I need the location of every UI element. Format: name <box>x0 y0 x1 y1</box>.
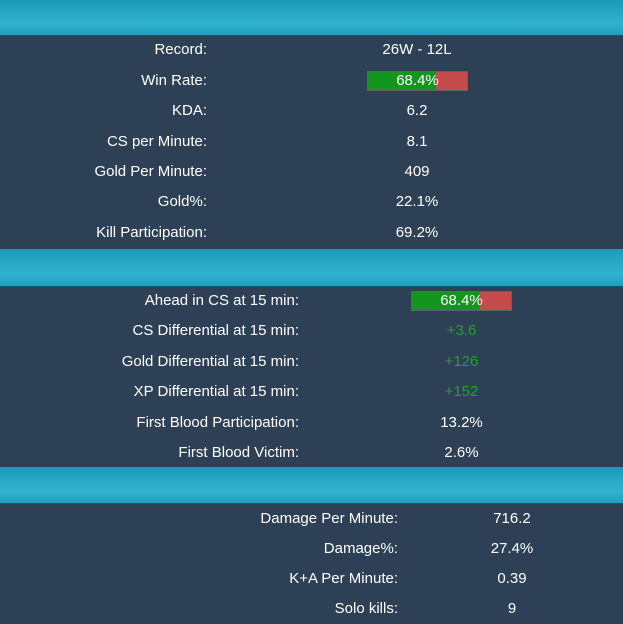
stat-row-record: Record: 26W - 12L <box>0 35 623 65</box>
ahead-in-cs-bar-fill <box>412 292 480 310</box>
stat-value-first-blood-participation: 13.2% <box>440 414 483 431</box>
stat-label-cs-differential: CS Differential at 15 min: <box>132 322 299 339</box>
stat-row-cs-differential: CS Differential at 15 min: +3.6 <box>0 316 623 346</box>
stat-row-kill-participation: Kill Participation: 69.2% <box>0 218 623 248</box>
stat-row-xp-differential: XP Differential at 15 min: +152 <box>0 377 623 407</box>
section-header-band-3 <box>0 467 623 504</box>
section-header-band-1 <box>0 0 623 36</box>
stat-row-damage-per-minute: Damage Per Minute: 716.2 <box>0 504 623 534</box>
stat-row-ahead-in-cs: Ahead in CS at 15 min: 68.4% <box>0 286 623 316</box>
stat-label-damage-percent: Damage%: <box>323 540 398 557</box>
stat-value-solo-kills: 9 <box>507 600 517 617</box>
stat-row-gold-differential: Gold Differential at 15 min: +126 <box>0 347 623 377</box>
stat-value-first-blood-victim: 2.6% <box>444 444 479 461</box>
stat-row-kda: KDA: 6.2 <box>0 96 623 126</box>
stat-value-gold-differential: +126 <box>444 353 479 370</box>
stat-label-kill-participation: Kill Participation: <box>96 224 207 241</box>
stat-row-ka-per-minute: K+A Per Minute: 0.39 <box>0 564 623 594</box>
stat-row-solo-kills: Solo kills: 9 <box>0 594 623 624</box>
stat-label-gold-differential: Gold Differential at 15 min: <box>121 353 299 370</box>
stat-value-win-rate: 68.4% <box>396 72 439 89</box>
stat-row-first-blood-participation: First Blood Participation: 13.2% <box>0 408 623 438</box>
stat-label-gold-percent: Gold%: <box>157 193 207 210</box>
stat-value-cs-per-minute: 8.1 <box>406 133 428 150</box>
stat-row-first-blood-victim: First Blood Victim: 2.6% <box>0 438 623 468</box>
stat-label-first-blood-victim: First Blood Victim: <box>178 444 299 461</box>
stat-label-cs-per-minute: CS per Minute: <box>106 133 207 150</box>
section-header-band-2 <box>0 249 623 287</box>
stat-value-xp-differential: +152 <box>444 383 479 400</box>
stat-label-ka-per-minute: K+A Per Minute: <box>289 570 398 587</box>
stat-label-ahead-in-cs: Ahead in CS at 15 min: <box>144 292 299 309</box>
stat-value-ahead-in-cs: 68.4% <box>440 292 483 309</box>
stat-value-gold-per-minute: 409 <box>404 163 430 180</box>
stat-row-gold-per-minute: Gold Per Minute: 409 <box>0 157 623 187</box>
win-rate-bar-fill <box>368 72 436 90</box>
stat-label-solo-kills: Solo kills: <box>334 600 398 617</box>
stat-label-damage-per-minute: Damage Per Minute: <box>260 510 398 527</box>
stat-label-win-rate: Win Rate: <box>141 72 207 89</box>
stat-value-damage-percent: 27.4% <box>490 540 534 557</box>
stat-value-damage-per-minute: 716.2 <box>493 510 531 527</box>
win-rate-bar: 68.4% <box>367 71 468 91</box>
stat-row-cs-per-minute: CS per Minute: 8.1 <box>0 127 623 157</box>
stat-value-kda: 6.2 <box>406 102 428 119</box>
stat-row-gold-percent: Gold%: 22.1% <box>0 187 623 217</box>
stat-value-ka-per-minute: 0.39 <box>497 570 527 587</box>
stat-label-kda: KDA: <box>171 102 207 119</box>
stat-value-record: 26W - 12L <box>382 41 452 58</box>
stat-value-kill-participation: 69.2% <box>395 224 439 241</box>
stat-row-damage-percent: Damage%: 27.4% <box>0 534 623 564</box>
stat-label-xp-differential: XP Differential at 15 min: <box>133 383 299 400</box>
stat-label-record: Record: <box>154 41 207 58</box>
stat-value-cs-differential: +3.6 <box>446 322 477 339</box>
stat-label-gold-per-minute: Gold Per Minute: <box>94 163 207 180</box>
stat-value-gold-percent: 22.1% <box>395 193 439 210</box>
stat-row-win-rate: Win Rate: 68.4% <box>0 66 623 96</box>
ahead-in-cs-bar: 68.4% <box>411 291 512 311</box>
stat-label-first-blood-participation: First Blood Participation: <box>136 414 299 431</box>
